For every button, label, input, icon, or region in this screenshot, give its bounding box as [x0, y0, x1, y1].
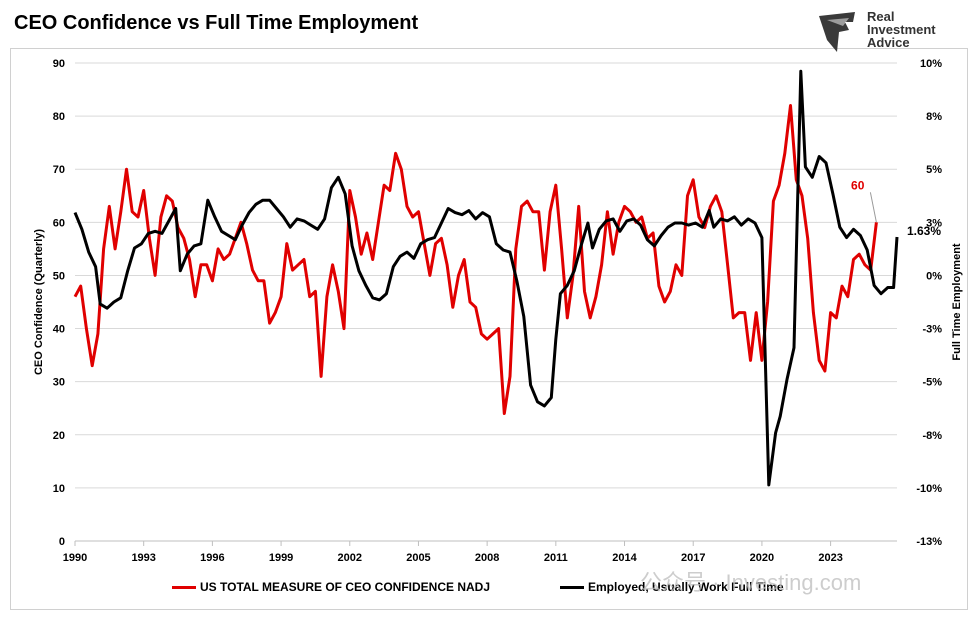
x-tick-label: 2014 [612, 552, 637, 564]
y-left-tick-label: 50 [53, 270, 65, 282]
x-tick-label: 2002 [338, 552, 362, 564]
x-tick-label: 1993 [131, 552, 155, 564]
y-axis-right-label: Full Time Employment [951, 243, 963, 360]
annotation-leader-red [869, 192, 877, 223]
y-left-tick-label: 20 [53, 430, 65, 442]
annotation-employment-latest: 1.63% [907, 224, 941, 238]
legend-label-employment: Employed, Usually Work Full Time [588, 580, 784, 594]
legend-label-ceo: US TOTAL MEASURE OF CEO CONFIDENCE NADJ [200, 580, 491, 594]
x-axis: 1990 1993 1996 1999 2002 2005 2008 2011 2014 2017… [63, 540, 897, 564]
y-right-tick-label: 10% [920, 58, 942, 70]
x-tick-label: 2020 [750, 552, 774, 564]
y-right-tick-label: -5% [922, 377, 942, 389]
series-lines [73, 69, 899, 487]
y-left-tick-label: 30 [53, 377, 65, 389]
y-left-tick-label: 90 [53, 58, 65, 70]
y-axis-left-label: CEO Confidence (Quarterly) [33, 229, 45, 375]
x-tick-label: 1990 [63, 552, 87, 564]
y-axis-right: -13% -10% -8% -5% -3% 0% 3% 5% 8% 10% [916, 58, 942, 548]
y-right-tick-label: 8% [926, 111, 942, 123]
y-right-tick-label: -10% [916, 483, 942, 495]
legend-swatch-red [172, 585, 196, 589]
series-line-ceo-confidence [73, 104, 878, 415]
brand-line-1: Real [867, 9, 895, 24]
x-tick-label: 1996 [200, 552, 224, 564]
x-tick-label: 2017 [681, 552, 705, 564]
x-tick-label: 2011 [544, 552, 568, 564]
brand-name: Real Investment Advice [867, 10, 936, 49]
annotation-ceo-latest: 60 [851, 178, 865, 192]
y-left-tick-label: 10 [53, 483, 65, 495]
x-tick-label: 2008 [475, 552, 499, 564]
eagle-logo-icon [819, 12, 855, 52]
legend-swatch-black [560, 585, 584, 589]
y-left-tick-label: 0 [59, 536, 65, 548]
y-left-tick-label: 70 [53, 164, 65, 176]
y-right-tick-label: 0% [926, 270, 942, 282]
chart-title: CEO Confidence vs Full Time Employment [14, 12, 419, 34]
y-left-tick-label: 40 [53, 324, 65, 336]
chart-frame [10, 48, 968, 610]
brand-line-3: Advice [867, 35, 910, 50]
y-left-tick-label: 80 [53, 111, 65, 123]
x-tick-label: 2023 [818, 552, 842, 564]
y-left-tick-label: 60 [53, 217, 65, 229]
y-right-tick-label: -3% [922, 324, 942, 336]
brand-line-2: Investment [867, 22, 936, 37]
legend: US TOTAL MEASURE OF CEO CONFIDENCE NADJ … [0, 578, 977, 600]
series-line-full-time-employment [73, 69, 899, 487]
y-right-tick-label: -13% [916, 536, 942, 548]
x-tick-label: 1999 [269, 552, 293, 564]
annotations: 60 1.63% [851, 178, 941, 238]
y-axis-left: 0 10 20 30 40 50 60 70 80 90 [53, 58, 65, 548]
legend-item-employment: Employed, Usually Work Full Time [560, 580, 784, 594]
gridlines [75, 62, 897, 542]
y-right-tick-label: 5% [926, 164, 942, 176]
watermark: 公众号 · Investing.com [640, 570, 862, 595]
y-right-tick-label: 3% [926, 217, 942, 229]
brand-logo: Real Investment Advice [815, 8, 955, 56]
legend-item-ceo: US TOTAL MEASURE OF CEO CONFIDENCE NADJ [172, 580, 490, 594]
x-tick-label: 2005 [406, 552, 430, 564]
y-right-tick-label: -8% [922, 430, 942, 442]
